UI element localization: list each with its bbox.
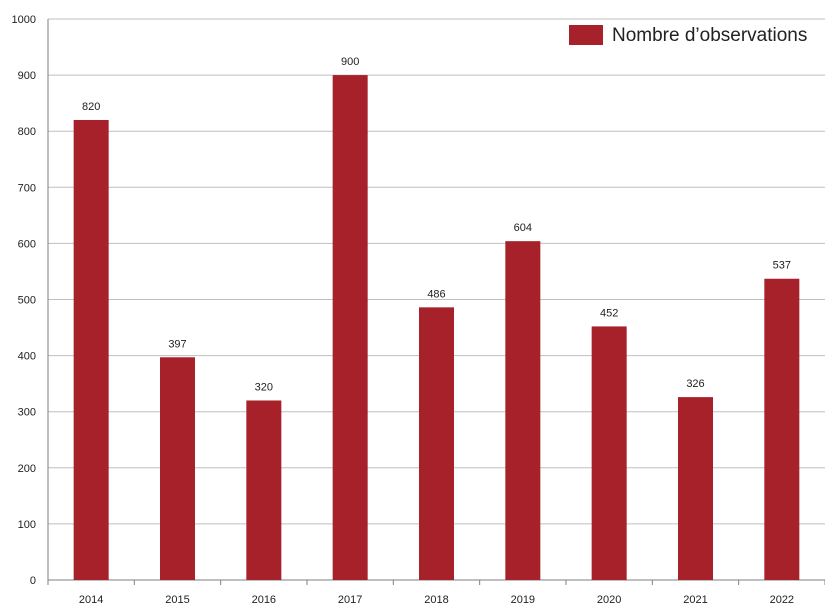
legend: Nombre d’observations xyxy=(569,25,807,46)
y-tick-label: 700 xyxy=(18,182,36,194)
data-label: 604 xyxy=(514,222,532,234)
bar xyxy=(419,307,454,580)
x-axis-ticks: 2014 2015 2016 2017 2018 2019 2020 2021 2022 xyxy=(47,580,825,604)
y-tick-label: 300 xyxy=(18,407,36,419)
y-tick-label: 1000 xyxy=(12,14,36,26)
data-label: 326 xyxy=(686,378,704,390)
bar xyxy=(332,75,368,580)
x-tick-label: 2015 xyxy=(165,594,189,604)
bar xyxy=(764,278,800,580)
data-label: 486 xyxy=(427,288,445,300)
x-tick-label: 2018 xyxy=(424,594,448,604)
data-label: 320 xyxy=(255,381,273,393)
legend-label: Nombre d’observations xyxy=(612,25,807,46)
data-labels: 820 397 320 900 486 604 452 326 537 xyxy=(82,56,791,393)
data-label: 397 xyxy=(168,338,186,350)
data-label: 452 xyxy=(600,307,618,319)
y-tick-label: 500 xyxy=(18,295,36,307)
data-label: 820 xyxy=(82,101,100,113)
x-tick-label: 2016 xyxy=(252,594,276,604)
y-tick-label: 100 xyxy=(18,519,36,531)
bar xyxy=(73,119,109,580)
y-tick-label: 900 xyxy=(18,70,36,82)
bar xyxy=(246,400,282,580)
y-tick-label: 600 xyxy=(18,238,36,250)
y-tick-label: 0 xyxy=(30,575,36,587)
x-tick-label: 2014 xyxy=(79,594,103,604)
x-tick-label: 2020 xyxy=(597,594,621,604)
bar xyxy=(505,241,541,580)
x-tick-label: 2019 xyxy=(511,594,535,604)
bar xyxy=(591,326,627,580)
x-tick-label: 2017 xyxy=(338,594,362,604)
bars xyxy=(73,75,800,580)
y-tick-label: 200 xyxy=(18,463,36,475)
data-label: 900 xyxy=(341,56,359,68)
x-tick-label: 2021 xyxy=(683,594,707,604)
y-tick-label: 400 xyxy=(18,351,36,363)
data-label: 537 xyxy=(773,260,791,272)
bar xyxy=(160,357,195,580)
y-tick-label: 800 xyxy=(18,126,36,138)
legend-swatch xyxy=(569,25,603,45)
bar xyxy=(678,397,713,580)
x-tick-label: 2022 xyxy=(770,594,794,604)
y-axis-ticks: 0 100 200 300 400 500 600 700 800 900 1000 xyxy=(12,14,36,587)
